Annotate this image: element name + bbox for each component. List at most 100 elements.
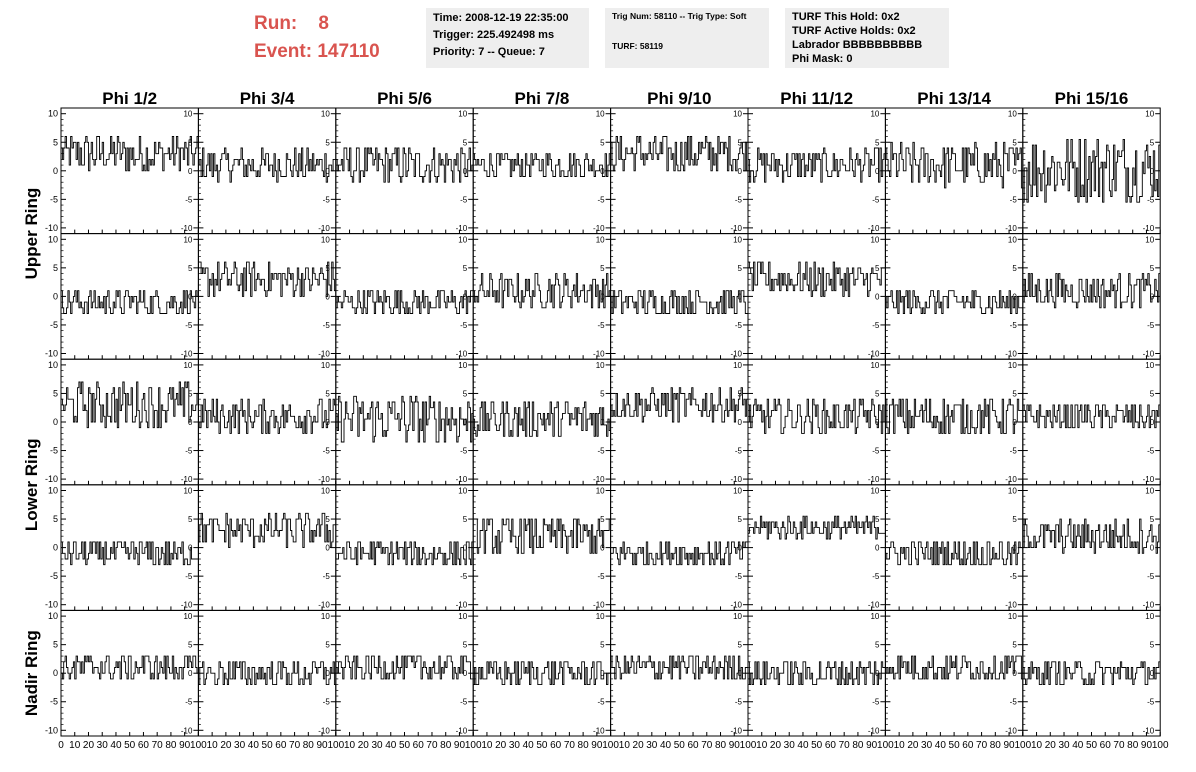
x-tick-label: 90 [591, 740, 603, 751]
y-tick-label: 10 [48, 360, 58, 370]
y-tick-label: -10 [1143, 475, 1155, 484]
x-tick-label: 0 [58, 740, 64, 751]
y-tick-label: 10 [321, 612, 330, 621]
y-tick-label: -10 [593, 349, 605, 358]
y-tick-label: 0 [463, 292, 468, 301]
y-tick-label: 10 [458, 110, 467, 119]
x-tick-label: 80 [852, 740, 864, 751]
y-tick-label: 10 [458, 612, 467, 621]
waveform-trace [61, 136, 199, 172]
turf-text: TURF: 58119 [612, 41, 664, 51]
y-tick-label: -10 [1143, 349, 1155, 358]
waveform-trace [61, 290, 199, 314]
turf-active-text: TURF Active Holds: 0x2 [792, 25, 916, 37]
x-tick-label: 40 [797, 740, 809, 751]
x-tick-label: 70 [1113, 740, 1125, 751]
x-tick-label: 20 [358, 740, 370, 751]
y-tick-label: 10 [458, 361, 467, 370]
y-tick-label: 5 [53, 640, 58, 650]
x-tick-label: 40 [1072, 740, 1084, 751]
y-tick-label: 5 [1150, 641, 1155, 650]
y-tick-label: -10 [45, 223, 58, 233]
x-tick-label: 100 [465, 740, 482, 751]
y-tick-label: -10 [868, 349, 880, 358]
waveform-trace [610, 387, 748, 423]
x-tick-label: 30 [646, 740, 658, 751]
y-tick-label: 0 [53, 291, 58, 301]
y-tick-label: -10 [1005, 726, 1017, 735]
waveform-trace [748, 661, 886, 686]
y-tick-label: -10 [318, 224, 330, 233]
x-tick-label: 50 [1086, 740, 1098, 751]
y-tick-label: 5 [188, 641, 193, 650]
y-tick-label: -10 [868, 726, 880, 735]
y-tick-label: 5 [875, 138, 880, 147]
event-label: Event: [254, 41, 313, 62]
trigger-info-box: Trig Num: 58110 -- Trig Type: Soft TURF:… [605, 8, 769, 68]
y-tick-label: 0 [1150, 669, 1155, 678]
waveform-trace [61, 381, 199, 429]
y-tick-label: 10 [1008, 612, 1017, 621]
x-tick-label: 50 [399, 740, 411, 751]
y-tick-label: 5 [600, 515, 605, 524]
waveform-trace [473, 661, 611, 686]
y-tick-label: 5 [600, 389, 605, 398]
x-tick-label: 90 [866, 740, 878, 751]
y-tick-label: -10 [45, 725, 58, 735]
y-tick-label: 5 [1012, 389, 1017, 398]
priority-text: Priority: 7 -- Queue: 7 [433, 46, 545, 58]
y-tick-label: 10 [596, 110, 605, 119]
waveform-trace [198, 661, 336, 686]
y-tick-label: 10 [48, 611, 58, 621]
y-tick-label: 10 [1145, 361, 1154, 370]
y-tick-label: 5 [53, 263, 58, 273]
waveform-trace [748, 515, 886, 540]
y-tick-label: 10 [596, 487, 605, 496]
y-tick-label: 5 [188, 138, 193, 147]
y-tick-label: 10 [183, 110, 192, 119]
y-tick-label: 0 [53, 417, 58, 427]
y-tick-label: 10 [183, 361, 192, 370]
x-tick-label: 80 [440, 740, 452, 751]
x-tick-label: 70 [289, 740, 301, 751]
waveform-trace [198, 147, 336, 183]
x-tick-label: 40 [523, 740, 535, 751]
waveform-trace [748, 261, 886, 297]
y-tick-label: -10 [730, 224, 742, 233]
y-tick-label: 5 [600, 138, 605, 147]
run-event-info: Run: 8 Event: 147110 [254, 10, 380, 66]
y-tick-label: 5 [325, 641, 330, 650]
y-tick-label: -5 [323, 447, 331, 456]
y-tick-label: 5 [463, 515, 468, 524]
y-tick-label: 0 [53, 166, 58, 176]
x-tick-label: 20 [633, 740, 645, 751]
x-tick-label: 100 [1014, 740, 1031, 751]
y-tick-label: -5 [735, 195, 743, 204]
y-tick-label: 5 [463, 641, 468, 650]
x-tick-label: 60 [138, 740, 150, 751]
waveform-trace [610, 541, 748, 566]
y-tick-label: 5 [1150, 138, 1155, 147]
y-tick-label: -10 [593, 475, 605, 484]
ring-label: Lower Ring [22, 439, 41, 532]
y-tick-label: -5 [1147, 195, 1155, 204]
y-tick-label: 10 [596, 612, 605, 621]
y-tick-label: -10 [456, 475, 468, 484]
column-title: Phi 3/4 [240, 89, 295, 108]
x-tick-label: 80 [165, 740, 177, 751]
y-tick-label: 10 [321, 487, 330, 496]
y-tick-label: -5 [735, 447, 743, 456]
y-tick-label: 5 [463, 389, 468, 398]
y-tick-label: 10 [48, 109, 58, 119]
y-tick-label: 10 [1145, 487, 1154, 496]
y-tick-label: -10 [45, 600, 58, 610]
panel-frame [747, 233, 886, 360]
x-tick-label: 10 [481, 740, 493, 751]
column-title: Phi 15/16 [1055, 89, 1129, 108]
y-tick-label: -10 [868, 601, 880, 610]
column-title: Phi 11/12 [780, 89, 853, 108]
y-tick-label: 10 [870, 235, 879, 244]
y-tick-label: -5 [597, 572, 605, 581]
x-tick-label: 60 [962, 740, 974, 751]
column-title: Phi 1/2 [102, 89, 157, 108]
